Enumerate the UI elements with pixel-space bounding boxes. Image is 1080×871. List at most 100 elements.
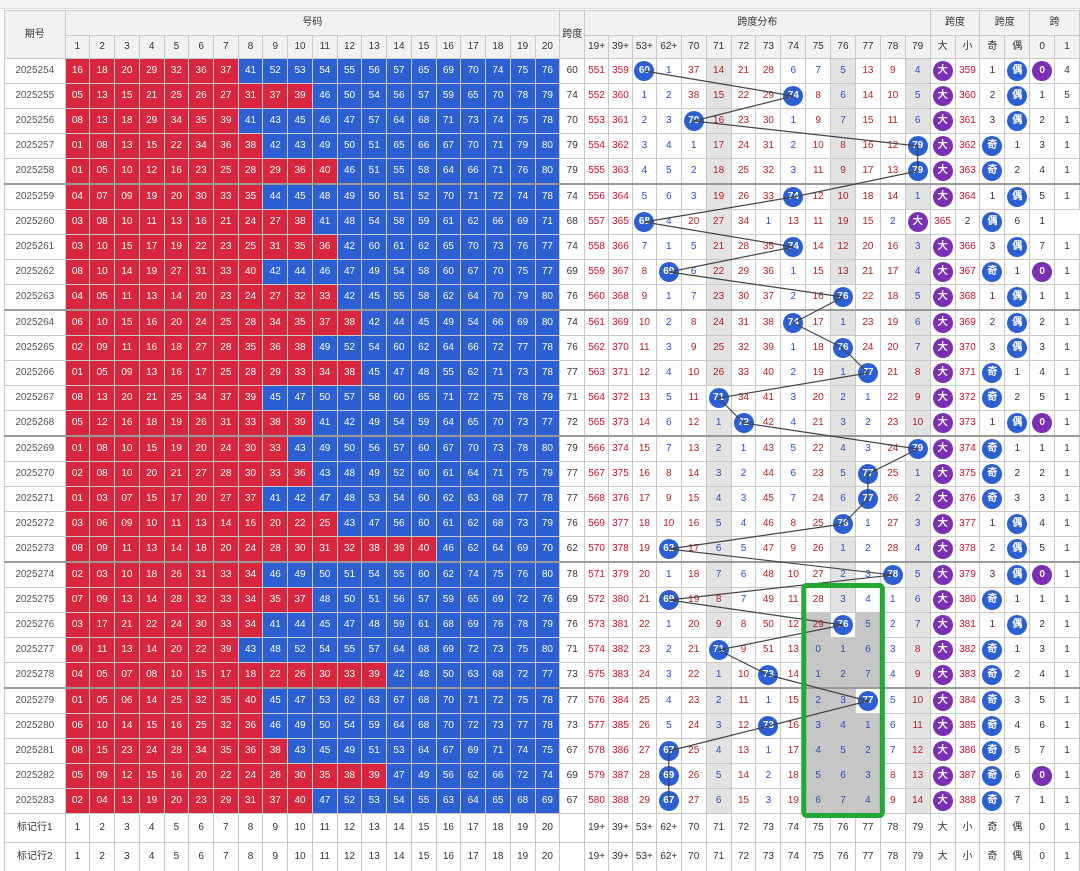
period-header[interactable]: 期号	[4, 10, 66, 59]
number-cell: 08	[89, 133, 116, 159]
number-cell: 66	[485, 209, 511, 235]
parity-col-header[interactable]: 偶	[1004, 35, 1031, 59]
dist-cell: 23	[730, 108, 757, 134]
num-col-header[interactable]: 3	[114, 35, 140, 59]
dist-cell: 1	[755, 738, 782, 764]
dist-cell: 20	[879, 335, 906, 361]
dist-col-header[interactable]: 76	[830, 35, 856, 59]
dist-col-header[interactable]: 62+	[655, 35, 682, 59]
num-col-header[interactable]: 20	[534, 35, 561, 59]
dist-cell: 577	[584, 713, 610, 739]
dist-col-header[interactable]: 53+	[631, 35, 657, 59]
span-header[interactable]: 跨度	[559, 10, 586, 59]
num-col-header[interactable]: 15	[410, 35, 437, 59]
tail-ball: 0	[1032, 413, 1053, 433]
size-col-header[interactable]: 大	[929, 35, 956, 59]
tail-col-header[interactable]: 1	[1054, 35, 1080, 59]
tail-cell: 4	[1029, 158, 1056, 185]
num-col-header[interactable]: 2	[89, 35, 116, 59]
span-dist-header[interactable]: 跨度分布	[584, 10, 931, 36]
dist-col-header[interactable]: 19+	[584, 35, 610, 59]
footer-num: 14	[386, 842, 412, 871]
dist-cell: 23	[805, 461, 832, 487]
dist-col-header[interactable]: 74	[780, 35, 807, 59]
size-big-cell: 大	[929, 662, 956, 689]
dist-cell: 13	[780, 209, 807, 235]
tail-group-header[interactable]: 跨	[1029, 10, 1080, 36]
number-cell: 27	[262, 209, 289, 235]
number-cell: 48	[410, 662, 437, 689]
num-col-header[interactable]: 16	[435, 35, 462, 59]
dist-cell: 580	[584, 788, 610, 814]
dist-cell: 6	[655, 183, 682, 210]
footer-num: 8	[237, 842, 264, 871]
size-group-header[interactable]: 跨度	[929, 10, 981, 36]
dist-cell: 2	[879, 209, 906, 235]
num-col-header[interactable]: 11	[311, 35, 338, 59]
dist-cell: 30	[730, 284, 757, 311]
number-cell: 04	[64, 662, 91, 689]
dist-col-header[interactable]: 79	[904, 35, 931, 59]
num-col-header[interactable]: 19	[509, 35, 536, 59]
num-col-header[interactable]: 13	[361, 35, 388, 59]
number-cell: 20	[163, 788, 190, 814]
parity-col-header[interactable]: 奇	[979, 35, 1006, 59]
num-col-header[interactable]: 14	[386, 35, 412, 59]
number-cell: 09	[114, 360, 140, 386]
dist-cell: 24	[854, 335, 881, 361]
dist-col-header[interactable]: 72	[730, 35, 757, 59]
dist-col-header[interactable]: 70	[680, 35, 707, 59]
dist-cell: 7	[879, 738, 906, 764]
num-col-header[interactable]: 8	[237, 35, 264, 59]
span-hit-ball: 73	[758, 665, 779, 685]
num-col-header[interactable]: 7	[212, 35, 239, 59]
number-cell: 56	[361, 58, 388, 84]
size-big-cell: 大	[929, 587, 956, 613]
dist-col-header[interactable]: 73	[755, 35, 782, 59]
number-cell: 69	[485, 587, 511, 613]
num-col-header[interactable]: 10	[287, 35, 313, 59]
numbers-header[interactable]: 号码	[64, 10, 561, 36]
dist-cell: 18	[680, 561, 707, 588]
num-col-header[interactable]: 12	[336, 35, 363, 59]
number-cell: 46	[311, 108, 338, 134]
dist-cell: 22	[730, 83, 757, 109]
dist-cell: 6	[705, 536, 732, 563]
dist-col-header[interactable]: 71	[705, 35, 732, 59]
parity-cell: 偶	[1004, 309, 1031, 336]
period-cell: 2025282	[4, 763, 66, 789]
dist-col-header[interactable]: 75	[805, 35, 832, 59]
size-big-cell: 大	[929, 108, 956, 134]
parity-cell: 1	[979, 284, 1006, 311]
number-cell: 17	[163, 486, 190, 512]
dist-col-header[interactable]: 77	[854, 35, 881, 59]
number-cell: 72	[460, 385, 487, 411]
footer-num: 15	[410, 813, 437, 843]
parity-group-header[interactable]: 跨度	[979, 10, 1031, 36]
span-hit-ball: 76	[832, 615, 853, 635]
footer-num: 2	[89, 813, 116, 843]
dist-cell: 3	[655, 108, 682, 134]
num-col-header[interactable]: 6	[188, 35, 214, 59]
number-cell: 03	[89, 561, 116, 588]
num-col-header[interactable]: 5	[163, 35, 190, 59]
tail-cell: 1	[1054, 183, 1080, 210]
num-col-header[interactable]: 9	[262, 35, 289, 59]
dist-col-header[interactable]: 78	[879, 35, 906, 59]
parity-ball: 偶	[1007, 111, 1028, 131]
parity-cell: 偶	[979, 209, 1006, 235]
num-col-header[interactable]: 1	[64, 35, 91, 59]
span-hit-ball: 77	[857, 489, 878, 509]
parity-ball: 偶	[1007, 338, 1028, 358]
dist-cell: 33	[755, 183, 782, 210]
num-col-header[interactable]: 17	[460, 35, 487, 59]
dist-col-header[interactable]: 39+	[608, 35, 633, 59]
dist-cell: 6	[879, 713, 906, 739]
num-col-header[interactable]: 18	[485, 35, 511, 59]
tail-col-header[interactable]: 0	[1029, 35, 1056, 59]
dist-cell: 47	[755, 536, 782, 563]
number-cell: 58	[410, 284, 437, 311]
number-cell: 20	[188, 763, 214, 789]
num-col-header[interactable]: 4	[138, 35, 165, 59]
size-col-header[interactable]: 小	[954, 35, 981, 59]
